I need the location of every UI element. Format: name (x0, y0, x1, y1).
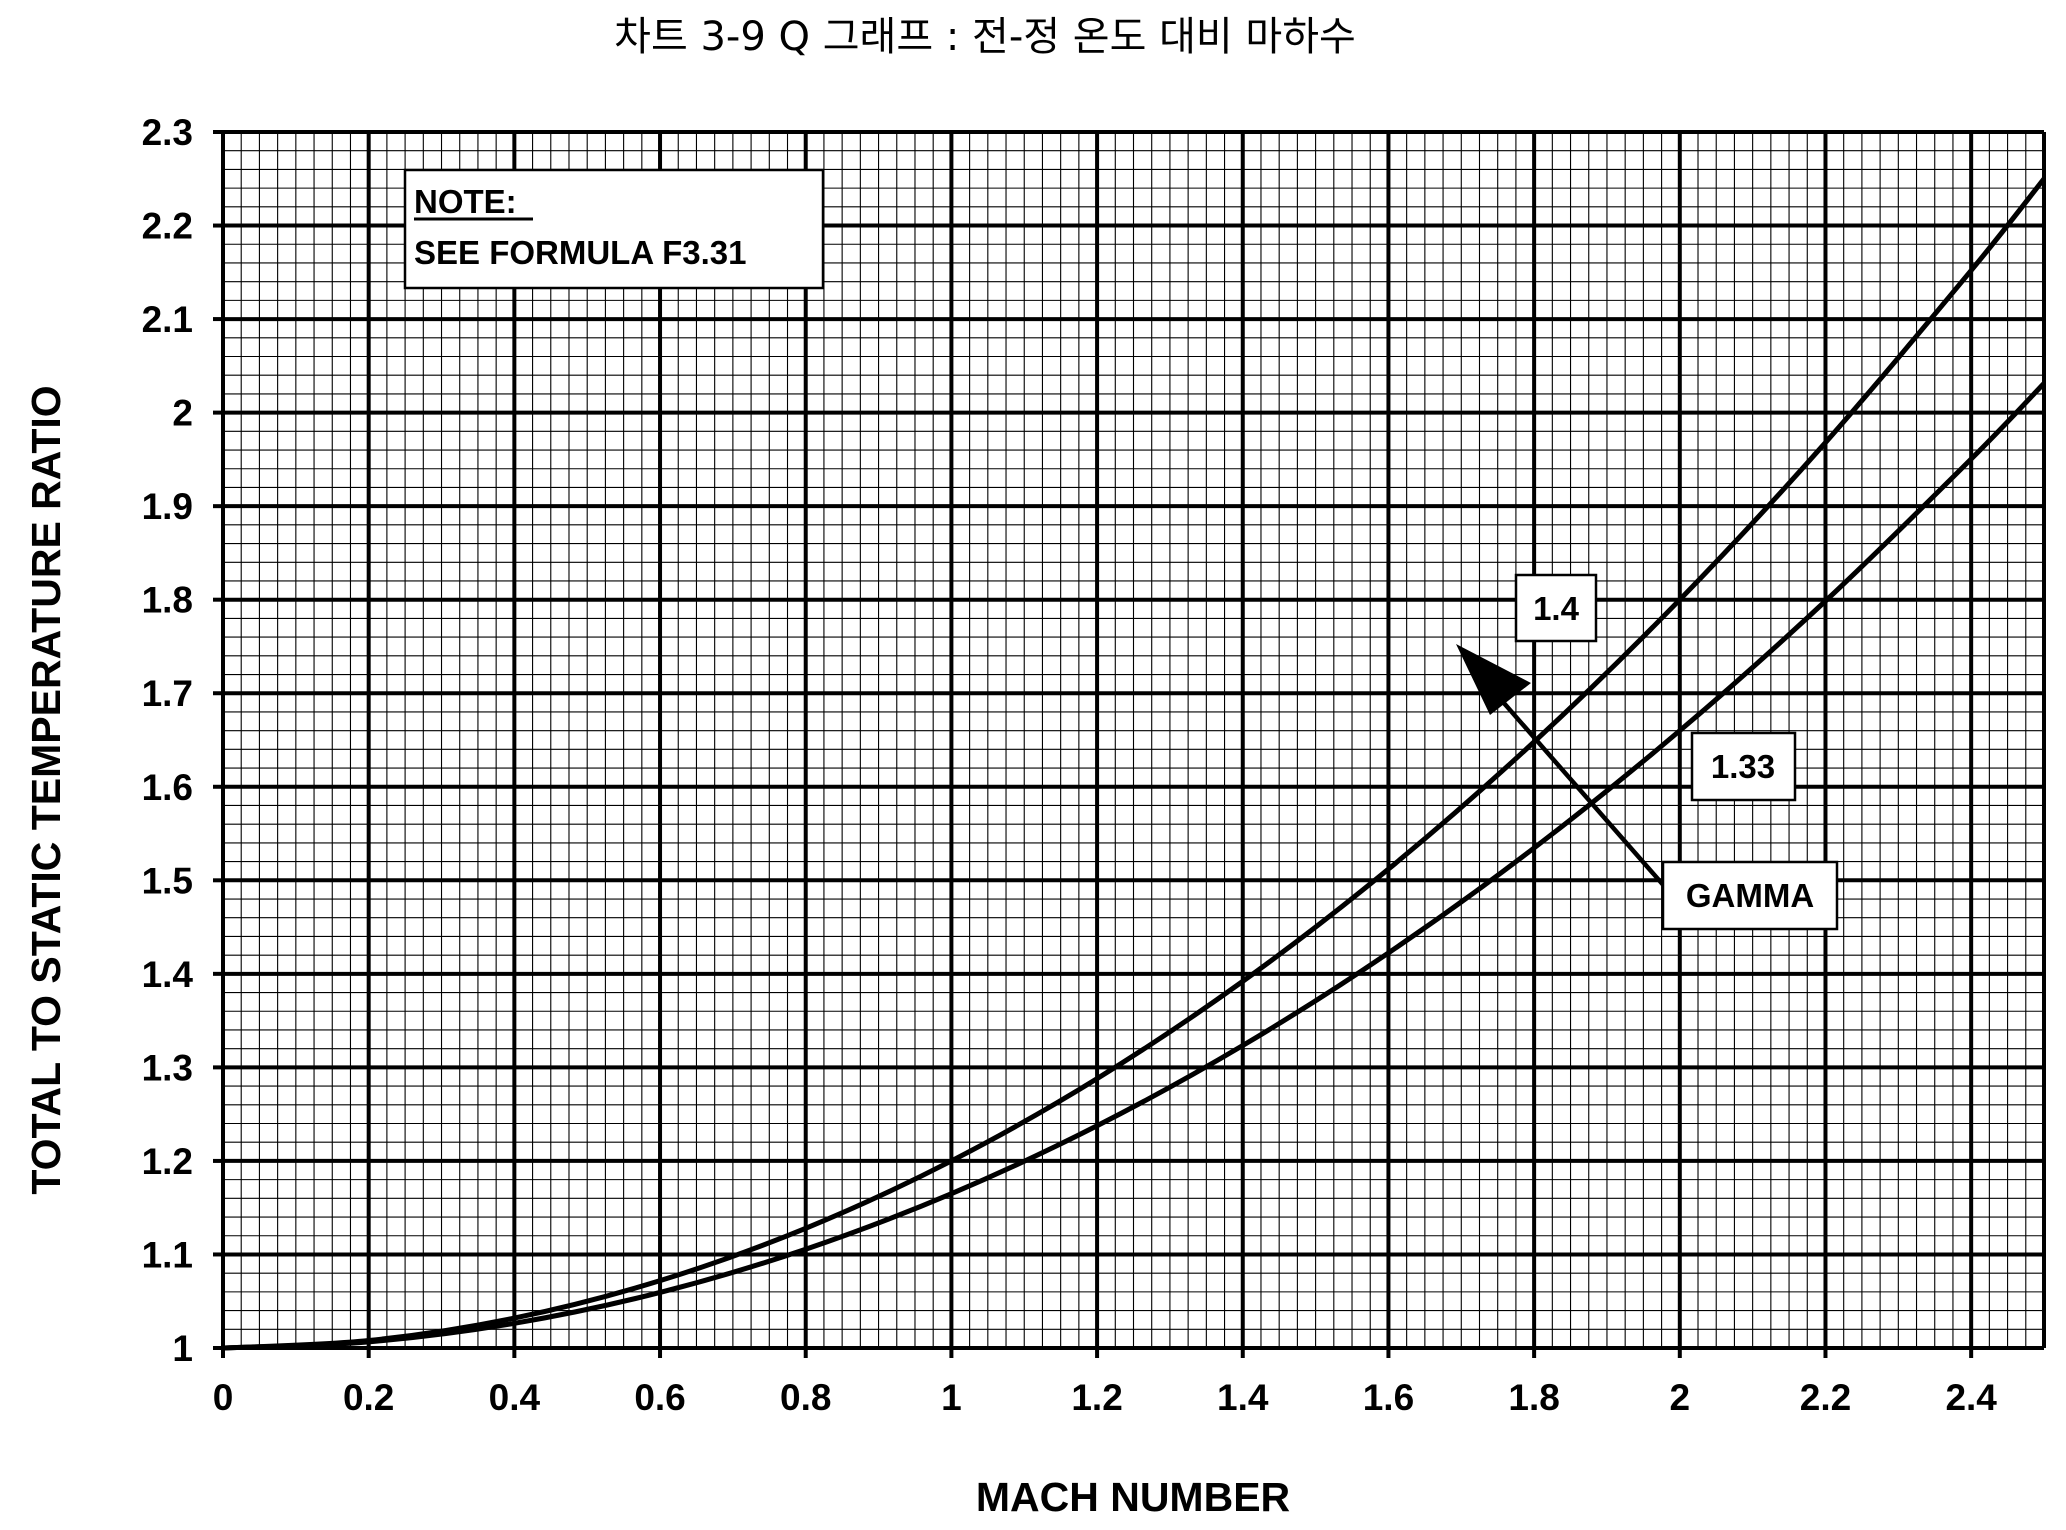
x-tick-label: 2.4 (1945, 1377, 1997, 1418)
curve-label-1.33-text: 1.33 (1711, 748, 1775, 785)
y-tick-label: 1.7 (142, 673, 193, 714)
y-axis-label: TOTAL TO STATIC TEMPERATURE RATIO (23, 385, 69, 1194)
x-tick-label: 1.8 (1508, 1377, 1559, 1418)
gamma-arrow (1456, 644, 1667, 889)
x-tick-label: 1.6 (1363, 1377, 1414, 1418)
y-tick-label: 1.6 (142, 767, 193, 808)
x-tick-label: 1.2 (1071, 1377, 1122, 1418)
chart-title: 차트 3-9 Q 그래프 : 전-정 온도 대비 마하수 (614, 14, 1356, 60)
y-tick-label: 1.8 (142, 580, 193, 621)
y-tick-label: 1.5 (142, 860, 193, 901)
note-text: SEE FORMULA F3.31 (414, 234, 747, 271)
x-tick-label: 0.2 (343, 1377, 394, 1418)
y-tick-label: 1.1 (142, 1234, 193, 1275)
series-line-gamma-1.33 (222, 381, 2046, 1351)
y-tick-label: 2.1 (142, 299, 193, 340)
x-tick-label: 2 (1670, 1377, 1691, 1418)
x-tick-label: 0.4 (489, 1377, 541, 1418)
x-tick-label: 1.4 (1217, 1377, 1269, 1418)
y-tick-label: 1.2 (142, 1141, 193, 1182)
curve-label-gamma-1.33: 1.33 (1690, 731, 1797, 802)
curve-label-gamma-1.4: 1.4 (1514, 573, 1598, 643)
note-heading: NOTE: (414, 183, 517, 220)
series-line-gamma-1.4 (222, 177, 2046, 1351)
y-tick-label: 2 (172, 393, 193, 434)
gamma-label-text: GAMMA (1686, 877, 1814, 914)
y-tick-label: 1.9 (142, 486, 193, 527)
x-tick-label: 1 (941, 1377, 962, 1418)
x-tick-label: 0.8 (780, 1377, 831, 1418)
y-tick-label: 2.3 (142, 112, 193, 153)
major-grid (221, 130, 2046, 1350)
minor-grid (222, 131, 2045, 1349)
series-group (222, 177, 2046, 1351)
note-box: NOTE: SEE FORMULA F3.31 (403, 168, 825, 290)
x-tick-label: 2.2 (1800, 1377, 1851, 1418)
x-tick-label: 0 (213, 1377, 234, 1418)
x-axis-ticks: 0 0.2 0.4 0.6 0.8 1 1.2 1.4 1.6 1.8 2 2.2 2.4 (213, 1348, 1997, 1418)
y-tick-label: 1 (172, 1328, 193, 1369)
curve-label-1.4-text: 1.4 (1533, 590, 1580, 627)
y-tick-label: 1.4 (142, 954, 194, 995)
x-tick-label: 0.6 (634, 1377, 685, 1418)
y-tick-label: 1.3 (142, 1047, 193, 1088)
x-axis-label: MACH NUMBER (976, 1474, 1290, 1520)
y-axis-ticks: 1 1.1 1.2 1.3 1.4 1.5 1.6 1.7 1.8 1.9 2 2.1 2.2 2.3 (142, 112, 223, 1369)
y-tick-label: 2.2 (142, 206, 193, 247)
gamma-label-box: GAMMA (1661, 860, 1839, 931)
